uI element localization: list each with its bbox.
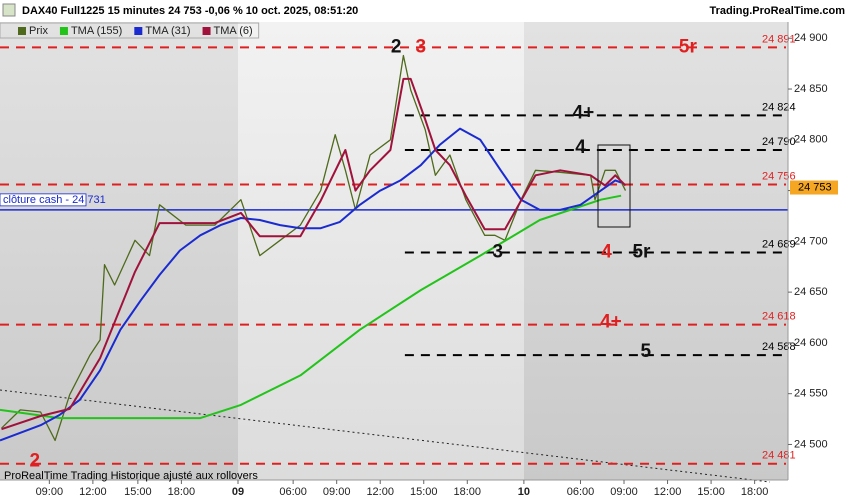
- annotation: 3: [416, 36, 427, 57]
- level-label: 24 689: [762, 238, 796, 250]
- annotations: 2 3 5r4+43 4 5r4+52: [30, 36, 698, 471]
- series-line: [1, 77, 627, 431]
- legend-label: Prix: [29, 25, 48, 37]
- x-tick-label: 12:00: [366, 486, 394, 498]
- x-tick-label: 09:00: [323, 486, 351, 498]
- level-label: 24 618: [762, 311, 796, 323]
- level-label: 24 824: [762, 101, 796, 113]
- cash-close-box: [0, 193, 87, 207]
- y-tick-label: 24 850: [794, 83, 828, 95]
- x-tick-label: 06:00: [279, 486, 307, 498]
- legend-swatch: [59, 27, 68, 35]
- legend-swatch: [18, 27, 26, 35]
- session-band: [0, 22, 238, 480]
- x-tick-label: 18:00: [454, 486, 482, 498]
- annotation: 4+: [573, 102, 595, 123]
- annotation: 4: [601, 242, 612, 263]
- icon[interactable]: [2, 3, 16, 17]
- x-tick-label: 12:00: [654, 486, 682, 498]
- x-tick-label: 09: [232, 486, 244, 498]
- series-line: [0, 194, 622, 420]
- legend-swatch: [134, 27, 143, 35]
- x-tick-label: 09:00: [36, 486, 64, 498]
- y-tick-label: 24 700: [794, 235, 828, 247]
- x-tick-label: 15:00: [697, 486, 725, 498]
- x-tick-label: 18:00: [168, 486, 196, 498]
- y-tick-label: 24 550: [794, 388, 828, 400]
- brand: Trading.ProRealTime.com: [709, 5, 845, 17]
- legend: Prix TMA (155) TMA (31) TMA (6): [0, 22, 260, 39]
- annotation: 3: [492, 242, 503, 263]
- legend-swatch: [202, 27, 211, 35]
- y-tick-label: 24 500: [794, 438, 828, 450]
- level-label: 24 588: [762, 341, 796, 353]
- session-band: [524, 22, 788, 480]
- cash-close-label: clôture cash - 24 731: [3, 194, 106, 206]
- footer: ProRealTime Trading Historique ajusté au…: [4, 470, 258, 482]
- series-line: [0, 127, 622, 442]
- y-tick-label: 24 650: [794, 286, 828, 298]
- legend-label: TMA (31): [145, 25, 190, 37]
- y-tick-label: 24 600: [794, 337, 828, 349]
- chart-title: DAX40 Full1225 15 minutes 24 753 -0,06 %…: [22, 5, 358, 17]
- level-label: 24 891: [762, 33, 796, 45]
- annotation: 5r: [679, 36, 698, 57]
- annotation: 2: [391, 36, 402, 57]
- last-price-box: [790, 180, 838, 195]
- session-band: [238, 22, 524, 480]
- annotation: 4: [575, 137, 586, 158]
- x-tick-label: 09:00: [610, 486, 638, 498]
- annotation: 4+: [600, 312, 622, 333]
- series-line: [1, 54, 627, 442]
- x-tick-label: 15:00: [410, 486, 438, 498]
- annotation: 2: [30, 451, 41, 472]
- x-tick-label: 15:00: [124, 486, 152, 498]
- x-tick-label: 10: [518, 486, 530, 498]
- highlight-box: [597, 144, 631, 228]
- legend-label: TMA (6): [214, 25, 253, 37]
- level-label: 24 790: [762, 136, 796, 148]
- legend-label: TMA (155): [71, 25, 122, 37]
- header-bar: [0, 0, 850, 22]
- y-tick-label: 24 900: [794, 32, 828, 44]
- series-lines: [0, 54, 627, 442]
- trend-line: [0, 389, 771, 483]
- x-tick-label: 06:00: [567, 486, 595, 498]
- legend-box: [0, 22, 260, 39]
- x-tick-label: 12:00: [79, 486, 107, 498]
- last-price-label: 24 753: [798, 181, 832, 193]
- level-label: 24 481: [762, 450, 796, 462]
- annotation: 5r: [632, 242, 651, 263]
- y-tick-label: 24 800: [794, 134, 828, 146]
- level-label: 24 756: [762, 170, 796, 182]
- annotation: 5: [640, 341, 651, 362]
- x-tick-label: 18:00: [741, 486, 769, 498]
